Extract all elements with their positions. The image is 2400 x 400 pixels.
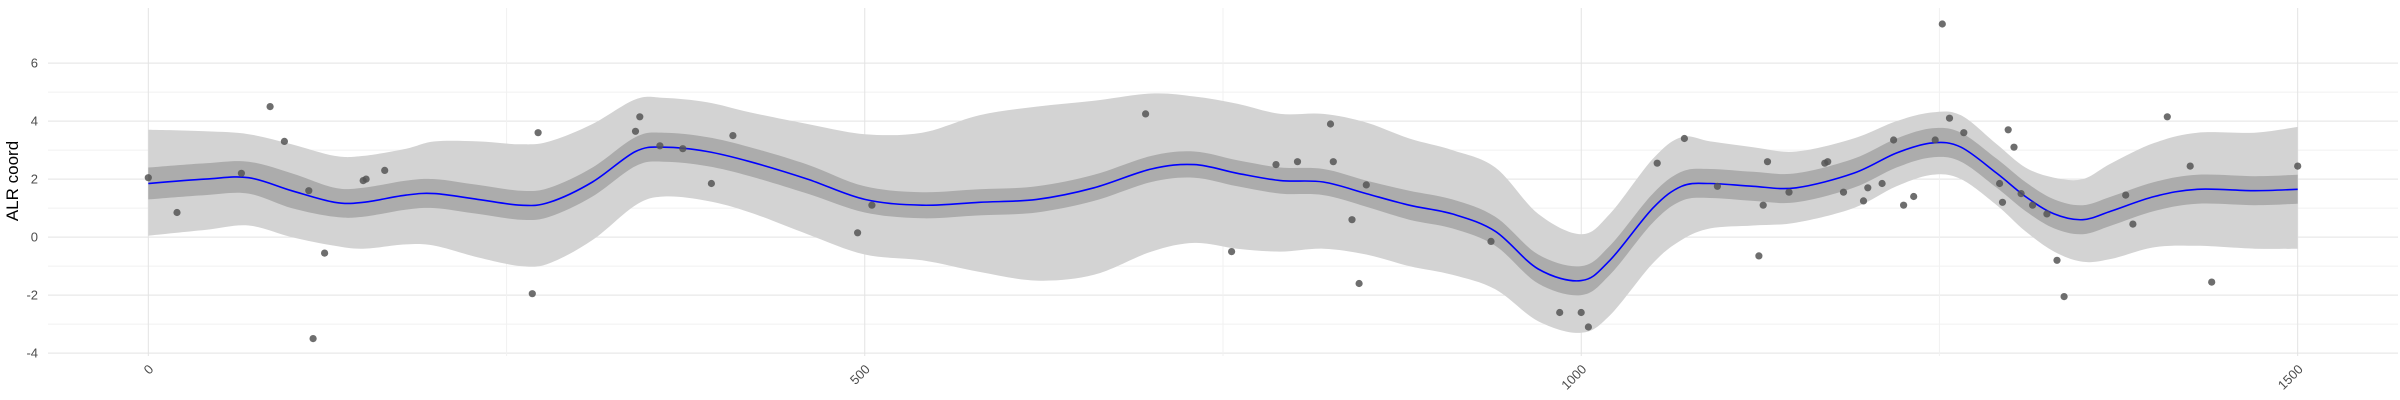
data-point: [280, 137, 288, 145]
data-point: [1824, 158, 1832, 166]
mean-line: [148, 141, 2298, 282]
data-point: [1864, 184, 1872, 192]
data-point: [729, 132, 737, 140]
data-point: [237, 169, 245, 177]
data-point: [2186, 162, 2194, 170]
data-point: [1329, 158, 1337, 166]
data-point: [707, 179, 716, 188]
data-point: [144, 174, 152, 182]
data-point: [2004, 126, 2012, 134]
x-axis-ticks: 0 500 1000 1500: [141, 362, 2306, 393]
data-point: [1945, 114, 1954, 122]
data-point: [1859, 197, 1868, 205]
data-point: [305, 187, 313, 195]
inner-confidence-band: [148, 127, 2298, 296]
data-point: [1142, 110, 1150, 118]
data-point: [1960, 129, 1968, 137]
y-tick-label: -4: [26, 346, 38, 361]
data-point: [679, 145, 687, 153]
y-tick-label: 0: [31, 230, 38, 245]
data-point: [1355, 279, 1363, 288]
data-point: [309, 335, 317, 343]
data-point: [1584, 323, 1592, 331]
x-tick-label: 1500: [2275, 362, 2306, 393]
data-point: [1878, 179, 1886, 188]
data-point: [1556, 308, 1564, 317]
data-point: [2129, 220, 2137, 228]
data-point: [868, 201, 876, 209]
data-point: [2122, 191, 2130, 199]
data-point: [1653, 159, 1661, 167]
data-point: [266, 103, 274, 111]
data-point: [321, 249, 329, 257]
data-point: [2294, 162, 2302, 170]
data-point: [1713, 182, 1721, 190]
data-point: [1293, 158, 1302, 166]
data-point: [1785, 188, 1793, 196]
data-point: [1900, 201, 1908, 209]
data-point: [631, 127, 640, 135]
data-point: [1931, 136, 1939, 144]
data-point: [2017, 190, 2025, 198]
confidence-bands: [148, 93, 2298, 333]
data-point: [1910, 192, 1918, 201]
observation-points: [144, 20, 2302, 343]
mean-line-layer: [148, 141, 2298, 282]
data-point: [1996, 179, 2004, 188]
data-point: [173, 208, 181, 217]
data-point: [854, 229, 862, 237]
data-point: [656, 142, 664, 150]
data-point: [1680, 134, 1688, 143]
data-point: [1487, 237, 1495, 245]
data-point: [1577, 308, 1585, 317]
y-axis-ticks: -4 -2 0 2 4 6: [26, 56, 38, 361]
data-point: [1272, 161, 1280, 169]
data-point: [1759, 201, 1767, 209]
data-point: [1890, 136, 1898, 144]
data-point: [1755, 252, 1763, 260]
data-point: [1839, 188, 1848, 196]
x-tick-label: 1000: [1558, 362, 1589, 393]
data-point: [1763, 158, 1772, 166]
x-tick-label: 500: [847, 362, 873, 388]
data-point: [1228, 248, 1236, 256]
data-point: [2163, 113, 2171, 121]
data-point: [2208, 278, 2216, 286]
y-tick-label: -2: [26, 288, 38, 303]
y-tick-label: 4: [31, 114, 38, 129]
data-point: [1998, 198, 2007, 206]
data-point: [2060, 293, 2068, 301]
data-point: [2010, 143, 2018, 151]
data-point: [636, 113, 644, 121]
x-tick-label: 0: [141, 362, 157, 378]
y-tick-label: 6: [31, 56, 38, 71]
data-point: [2053, 256, 2061, 264]
data-point: [528, 290, 536, 298]
data-point: [534, 129, 542, 137]
data-point: [1938, 20, 1946, 28]
data-point: [2043, 210, 2051, 218]
data-point: [362, 175, 370, 183]
data-point: [1362, 181, 1370, 189]
data-point: [381, 166, 389, 174]
data-point: [1326, 120, 1335, 128]
y-tick-label: 2: [31, 172, 38, 187]
y-axis-title: ALR coord: [3, 141, 22, 221]
data-point: [1348, 216, 1356, 224]
data-point: [2029, 201, 2037, 209]
